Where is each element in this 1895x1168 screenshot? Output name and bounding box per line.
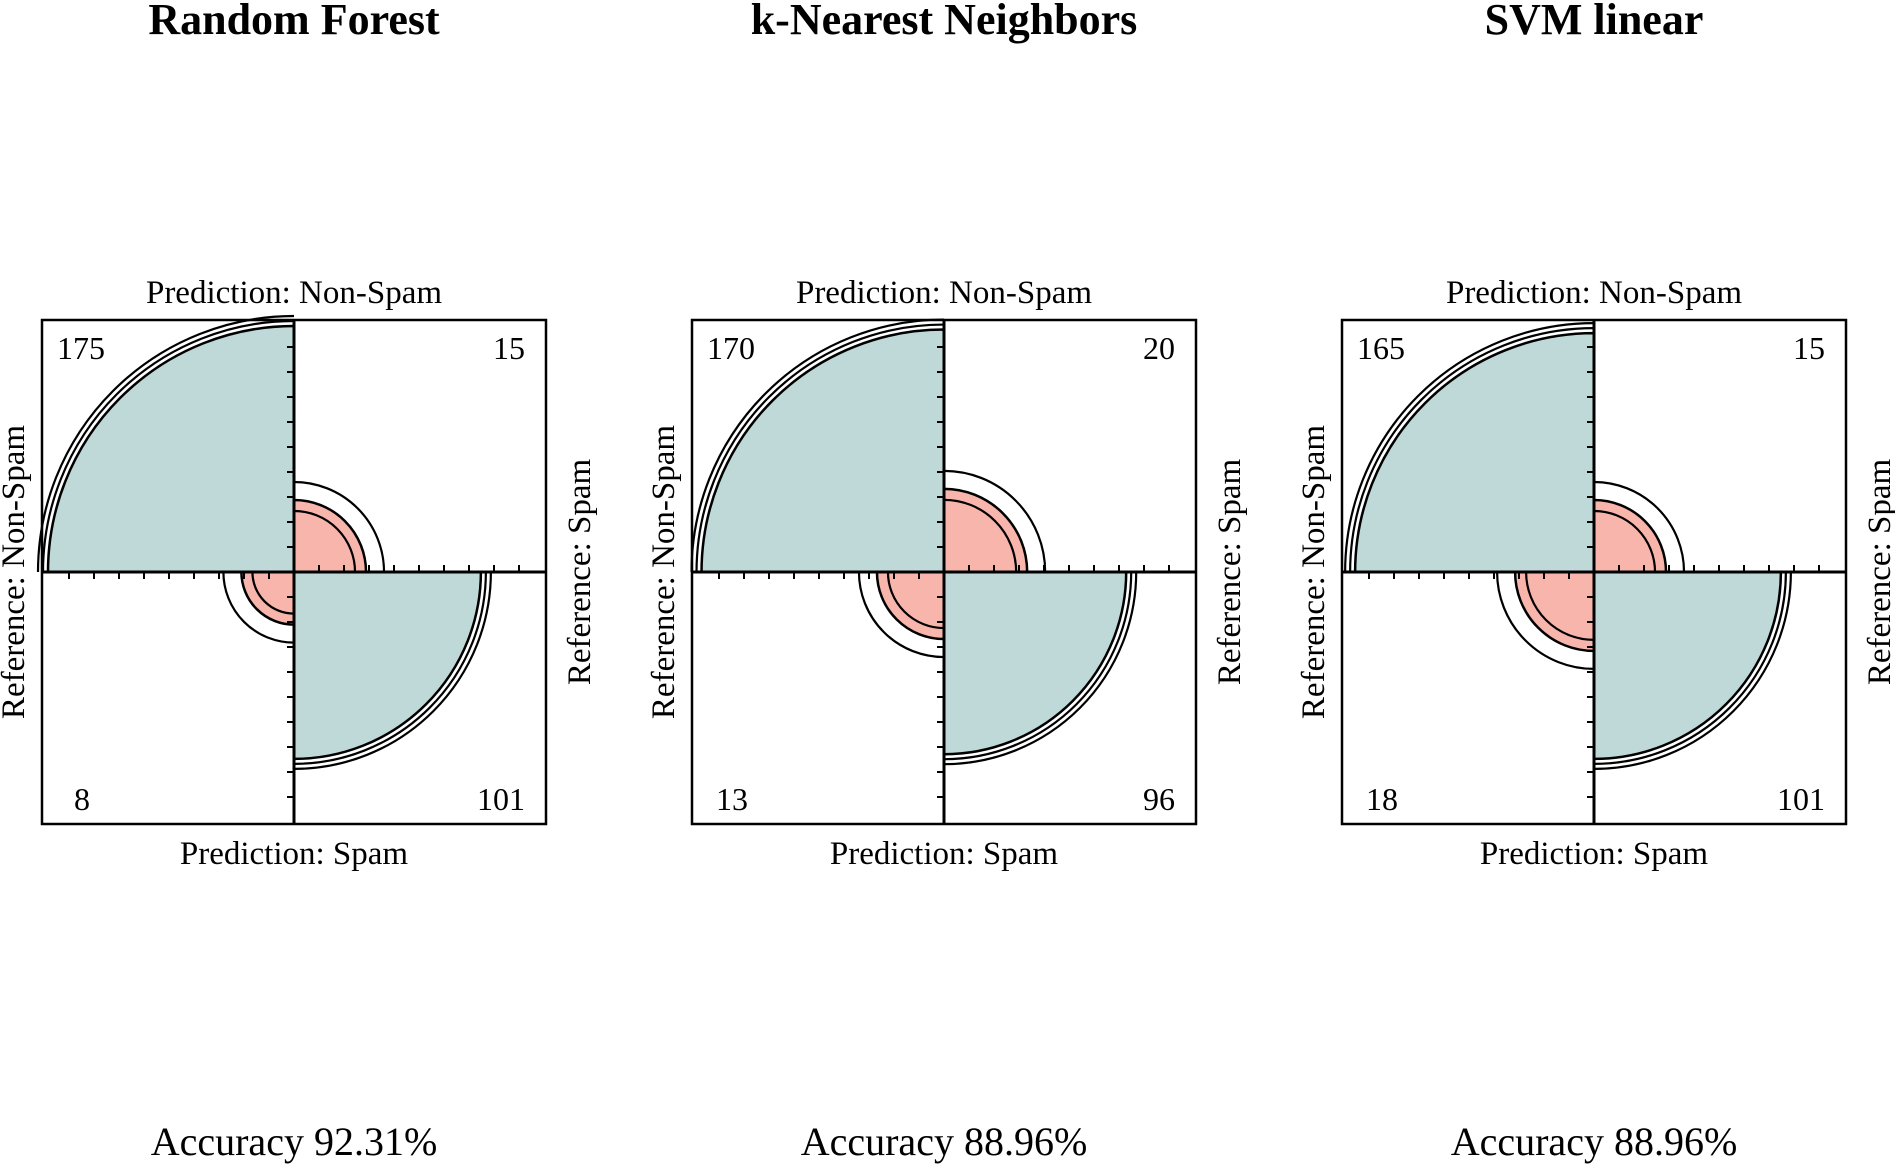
quadrant-top-right xyxy=(1592,498,1668,574)
chart-title: Random Forest xyxy=(148,0,440,44)
quadrant-bottom-right xyxy=(942,570,1128,756)
right-label: Reference: Spam xyxy=(1862,459,1895,686)
confidence-ring xyxy=(1525,571,1595,641)
bottom-label: Prediction: Spam xyxy=(1480,836,1709,872)
cell-count: 8 xyxy=(74,781,90,817)
cell-count: 15 xyxy=(1793,330,1825,366)
quadrant-bottom-left xyxy=(240,570,296,626)
top-label: Prediction: Non-Spam xyxy=(796,275,1092,311)
chart-title: SVM linear xyxy=(1485,0,1704,44)
cell-count: 18 xyxy=(1366,781,1398,817)
confidence-ring xyxy=(857,571,945,659)
chart-panel: Random Forest 175 15 8 101 Prediction: Non-Sp… xyxy=(0,0,598,1164)
confidence-ring xyxy=(1593,509,1657,573)
chart-title: k-Nearest Neighbors xyxy=(751,0,1138,44)
quadrant-bottom-left xyxy=(1513,570,1596,653)
confidence-ring xyxy=(1349,327,1595,573)
chart-panel: SVM linear 165 15 18 101 Prediction: Non-Spam… xyxy=(1296,0,1895,1164)
quadrant-top-right xyxy=(292,498,368,574)
cell-count: 101 xyxy=(477,781,525,817)
confidence-ring xyxy=(41,319,295,573)
confidence-ring xyxy=(1593,571,1787,765)
confidence-ring xyxy=(943,571,1133,761)
quadrant-bottom-right xyxy=(292,570,483,761)
left-label: Reference: Non-Spam xyxy=(0,425,32,719)
cell-count: 170 xyxy=(707,330,755,366)
quadrant-top-left xyxy=(46,324,296,574)
confidence-ring xyxy=(1344,322,1595,573)
confidence-ring xyxy=(690,318,945,573)
confidence-ring xyxy=(36,314,295,573)
top-label: Prediction: Non-Spam xyxy=(146,275,442,311)
accuracy-label: Accuracy 88.96% xyxy=(801,1119,1088,1164)
cell-count: 165 xyxy=(1357,330,1405,366)
accuracy-label: Accuracy 88.96% xyxy=(1451,1119,1738,1164)
bottom-label: Prediction: Spam xyxy=(830,836,1059,872)
confidence-ring xyxy=(943,571,1138,766)
top-label: Prediction: Non-Spam xyxy=(1446,275,1742,311)
confidence-ring xyxy=(1593,571,1792,770)
confidence-ring xyxy=(943,498,1018,573)
quadrant-bottom-right xyxy=(1592,570,1783,761)
quadrant-top-right xyxy=(942,487,1029,574)
cell-count: 96 xyxy=(1143,781,1175,817)
cell-count: 13 xyxy=(716,781,748,817)
cell-count: 101 xyxy=(1777,781,1825,817)
confidence-ring xyxy=(251,571,295,615)
quadrant-top-left xyxy=(700,328,946,574)
right-label: Reference: Spam xyxy=(1212,459,1248,686)
left-label: Reference: Non-Spam xyxy=(646,425,682,719)
confidence-ring xyxy=(293,571,487,765)
confidence-ring xyxy=(943,469,1047,573)
confidence-ring xyxy=(1496,571,1595,670)
cell-count: 15 xyxy=(493,330,525,366)
right-label: Reference: Spam xyxy=(562,459,598,686)
accuracy-label: Accuracy 92.31% xyxy=(151,1119,438,1164)
confidence-ring xyxy=(222,571,295,644)
cell-count: 20 xyxy=(1143,330,1175,366)
cell-count: 175 xyxy=(57,330,105,366)
quadrant-top-left xyxy=(1353,331,1596,574)
chart-panel: k-Nearest Neighbors 170 20 13 96 Prediction: … xyxy=(646,0,1248,1164)
confidence-ring xyxy=(695,323,945,573)
confidence-ring xyxy=(293,509,357,573)
confidence-ring xyxy=(293,571,492,770)
confidence-ring xyxy=(1593,480,1686,573)
confidence-ring xyxy=(293,480,386,573)
left-label: Reference: Non-Spam xyxy=(1296,425,1332,719)
confidence-ring xyxy=(886,571,945,630)
quadrant-bottom-left xyxy=(875,570,946,641)
bottom-label: Prediction: Spam xyxy=(180,836,409,872)
